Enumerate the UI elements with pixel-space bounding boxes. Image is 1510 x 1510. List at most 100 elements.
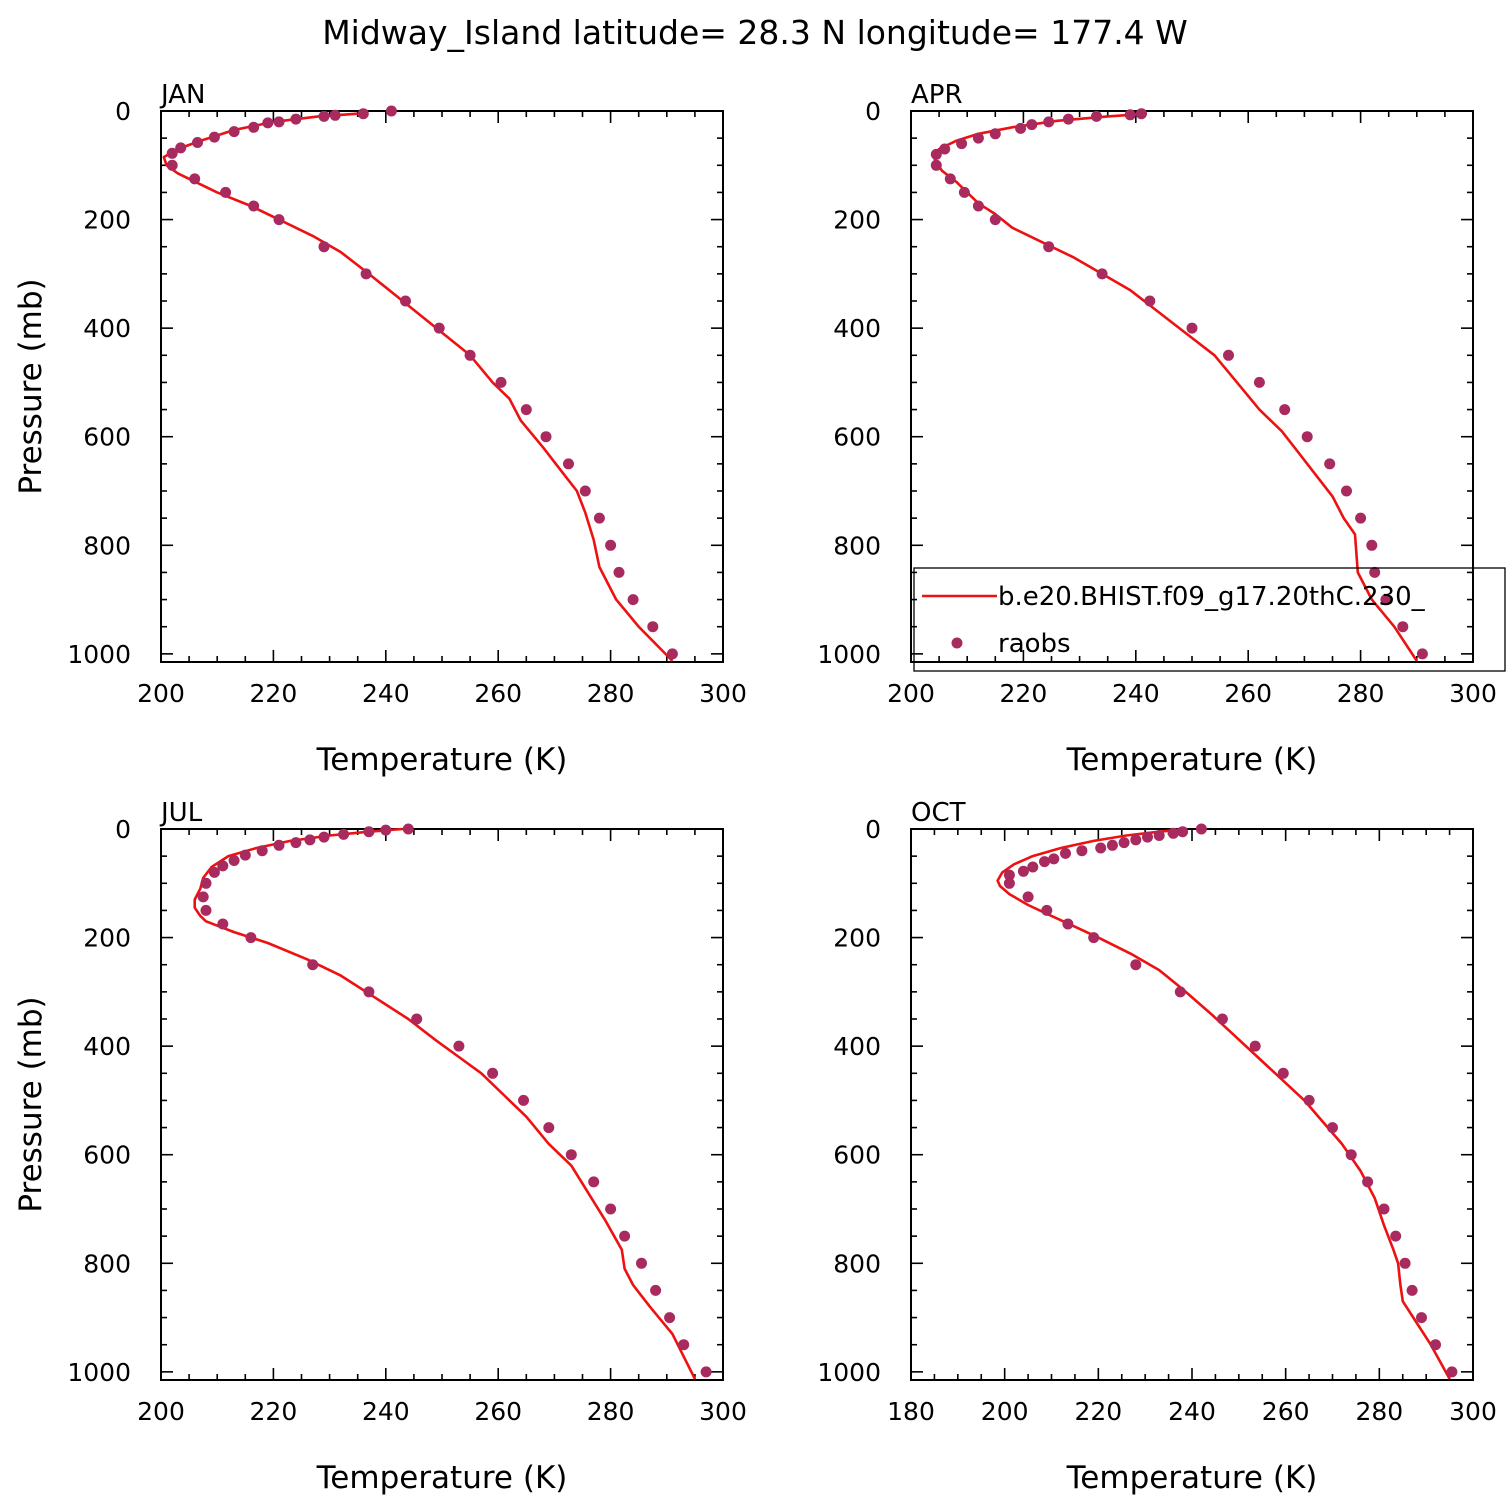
y-tick-label: 800 <box>83 531 131 560</box>
plot-frame <box>910 110 1474 663</box>
raobs-point <box>1397 621 1409 633</box>
raobs-point <box>1416 1312 1427 1324</box>
raobs-point <box>1277 1067 1289 1079</box>
raobs-point <box>1253 376 1265 388</box>
raobs-point <box>1279 404 1291 416</box>
y-tick-label: 400 <box>83 314 131 343</box>
raobs-point <box>1399 1257 1411 1269</box>
raobs-point <box>939 143 951 155</box>
raobs-point <box>200 904 212 916</box>
y-tick-label: 800 <box>833 1249 881 1278</box>
panel-label: JUL <box>159 798 203 828</box>
raobs-point <box>579 485 591 497</box>
panels: JAN 200 220 240 260 280 300 0 200 400 600 800 1000 Te… <box>13 80 1506 1496</box>
y-tick-label: 600 <box>83 1141 131 1170</box>
raobs-point <box>360 268 372 280</box>
raobs-point <box>256 845 268 857</box>
raobs-point <box>357 108 369 120</box>
raobs-point <box>613 566 625 578</box>
x-tick-label: 220 <box>1074 1397 1122 1426</box>
plot-frame <box>160 828 724 1381</box>
x-tick-label: 200 <box>887 679 935 708</box>
y-tick-label: 800 <box>833 531 881 560</box>
raobs-point <box>563 458 574 470</box>
raobs-point <box>647 621 659 633</box>
raobs-point <box>464 349 476 361</box>
y-axis-label: Pressure (mb) <box>13 996 49 1212</box>
raobs-point <box>200 877 212 889</box>
y-tick-label: 0 <box>865 97 881 126</box>
y-tick-label: 600 <box>83 423 131 452</box>
raobs-point <box>627 594 639 606</box>
raobs-point <box>411 1013 423 1025</box>
raobs-point <box>956 138 968 150</box>
x-tick-label: 240 <box>1112 679 1160 708</box>
raobs-points <box>1003 823 1458 1378</box>
raobs-point <box>1430 1339 1441 1351</box>
x-tick-label: 260 <box>1224 679 1272 708</box>
raobs-point <box>666 648 678 660</box>
raobs-point <box>593 512 605 524</box>
raobs-point <box>307 959 319 971</box>
y-tick-label: 200 <box>83 924 131 953</box>
y-tick-label: 1000 <box>67 1358 131 1387</box>
x-tick-label: 240 <box>362 1397 410 1426</box>
raobs-point <box>1041 904 1053 916</box>
x-tick-label: 300 <box>1449 679 1497 708</box>
raobs-point <box>1446 1366 1458 1378</box>
raobs-point <box>318 831 330 843</box>
model-profile-line <box>932 112 1418 662</box>
raobs-point <box>290 837 302 849</box>
raobs-point <box>1223 349 1234 361</box>
raobs-point <box>1142 831 1153 843</box>
raobs-point <box>678 1339 690 1351</box>
raobs-point <box>400 295 411 307</box>
raobs-point <box>329 109 341 121</box>
y-tick-label: 400 <box>833 1032 881 1061</box>
plot-frame <box>910 828 1474 1381</box>
raobs-point <box>228 855 240 866</box>
raobs-point <box>1324 458 1336 470</box>
raobs-point <box>1416 648 1428 660</box>
plot-frame <box>160 110 724 663</box>
raobs-point <box>540 431 552 443</box>
raobs-point <box>318 110 330 122</box>
x-tick-label: 260 <box>474 1397 522 1426</box>
raobs-point <box>304 834 316 846</box>
raobs-point <box>1022 891 1034 903</box>
raobs-point <box>989 128 1001 140</box>
raobs-point <box>565 1149 577 1161</box>
x-tick-label: 200 <box>981 1397 1029 1426</box>
y-tick-label: 400 <box>833 314 881 343</box>
raobs-point <box>363 826 375 838</box>
raobs-point <box>338 828 350 840</box>
raobs-point <box>248 200 260 212</box>
x-tick-label: 280 <box>587 1397 635 1426</box>
x-tick-label: 300 <box>699 679 747 708</box>
panel-jul: JUL 200 220 240 260 280 300 0 200 400 600 800 1000 Te… <box>13 798 747 1496</box>
raobs-point <box>619 1230 631 1242</box>
x-tick-label: 180 <box>887 1397 935 1426</box>
raobs-point <box>220 186 232 198</box>
raobs-point <box>972 132 984 144</box>
raobs-point <box>1153 830 1165 841</box>
x-tick-label: 280 <box>1337 679 1385 708</box>
y-tick-label: 0 <box>115 815 131 844</box>
x-tick-label: 220 <box>250 679 298 708</box>
raobs-point <box>318 241 330 253</box>
x-axis-label: Temperature (K) <box>1066 1460 1318 1496</box>
raobs-point <box>1177 826 1189 838</box>
x-tick-label: 220 <box>1000 679 1048 708</box>
x-axis-label: Temperature (K) <box>316 1460 568 1496</box>
raobs-point <box>1186 322 1198 334</box>
raobs-point <box>189 173 201 185</box>
raobs-point <box>217 918 229 930</box>
panel-oct: OCT 180 200 220 240 260 280 300 0 200 400 600 800 100… <box>817 798 1496 1496</box>
legend-obs-swatch <box>951 637 963 649</box>
panel-label: OCT <box>911 798 966 828</box>
raobs-point <box>245 932 257 944</box>
raobs-point <box>217 860 229 872</box>
raobs-point <box>700 1366 712 1378</box>
raobs-point <box>1095 842 1107 854</box>
